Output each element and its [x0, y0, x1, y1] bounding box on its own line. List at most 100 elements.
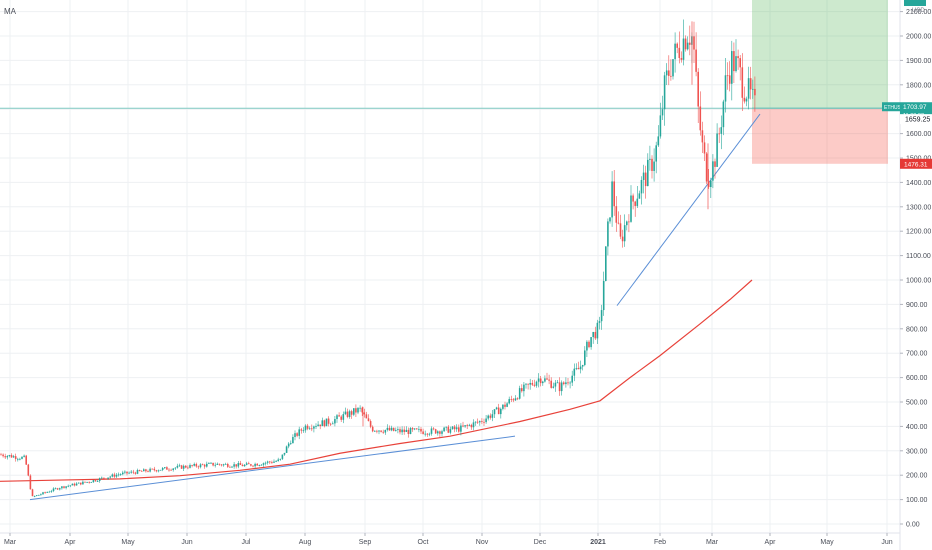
- candle-body: [647, 159, 649, 187]
- candle-body: [210, 462, 212, 464]
- candle-body: [302, 430, 305, 432]
- candle-body: [668, 70, 670, 76]
- candle-body: [298, 429, 300, 436]
- candle-body: [157, 470, 160, 472]
- candle-body: [275, 461, 277, 462]
- candle-body: [665, 70, 668, 76]
- candle-body: [0, 454, 2, 456]
- candle-body: [577, 367, 580, 370]
- trendlines[interactable]: [29, 113, 761, 501]
- candle-body: [443, 427, 445, 432]
- candle-body: [397, 429, 399, 430]
- candle-body: [342, 414, 345, 420]
- price-axis[interactable]: 0.00 100.00 200.00 300.00 400.00 500.00 600.00…: [899, 0, 931, 550]
- candle-body: [621, 236, 624, 242]
- candle-body: [388, 427, 391, 431]
- candle-body: [304, 425, 307, 431]
- candle-body: [231, 466, 233, 468]
- target-zone[interactable]: [752, 0, 888, 109]
- candle-body: [657, 136, 660, 146]
- candle-body: [245, 463, 248, 465]
- candle-body: [122, 472, 124, 475]
- candle-body: [229, 466, 231, 468]
- candle-body: [504, 404, 506, 407]
- candle-body: [672, 59, 674, 77]
- candle-body: [63, 486, 65, 488]
- x-tick-label: Feb: [654, 539, 666, 546]
- candle-body: [376, 430, 378, 432]
- candle-body: [239, 463, 242, 465]
- candle-body: [420, 428, 422, 432]
- candle-body: [682, 38, 685, 60]
- candle-body: [749, 78, 752, 90]
- candle-body: [560, 382, 563, 392]
- candle-body: [550, 380, 552, 388]
- candle-body: [340, 416, 342, 420]
- candle-body: [735, 56, 737, 72]
- candle-body: [416, 428, 418, 430]
- candle-body: [90, 482, 93, 483]
- x-tick-label: 2021: [590, 539, 606, 546]
- candle-body: [212, 462, 214, 466]
- y-tick-label: 1200.00: [906, 229, 931, 236]
- candle-body: [418, 428, 420, 430]
- candle-body: [323, 420, 326, 427]
- candle-body: [441, 431, 443, 434]
- candle-body: [516, 398, 519, 400]
- indicator-label[interactable]: MA: [4, 7, 17, 16]
- trendline[interactable]: [29, 435, 516, 501]
- candle-body: [353, 408, 355, 415]
- candle-body: [126, 471, 128, 474]
- candle-body: [107, 477, 109, 479]
- candle-body: [10, 455, 13, 458]
- candle-body: [35, 495, 38, 497]
- candle-body: [134, 472, 137, 474]
- candle-body: [243, 464, 246, 467]
- candle-body: [464, 425, 466, 427]
- candle-body: [235, 464, 237, 467]
- candle-body: [437, 431, 439, 434]
- candle-body: [455, 427, 458, 430]
- candle-body: [466, 425, 468, 426]
- position-zones[interactable]: [752, 0, 888, 164]
- candle-body: [84, 481, 86, 483]
- candle-body: [292, 436, 294, 444]
- candle-body: [716, 133, 718, 167]
- candle-body: [739, 58, 741, 68]
- candle-body: [348, 411, 351, 417]
- y-tick-label: 600.00: [906, 375, 928, 382]
- candle-body: [153, 468, 156, 471]
- candle-body: [403, 429, 405, 432]
- candle-body: [434, 429, 437, 434]
- candle-body: [315, 426, 317, 427]
- candle-body: [390, 427, 393, 431]
- candle-body: [327, 418, 330, 424]
- candle-body: [472, 422, 475, 428]
- candle-body: [552, 386, 555, 388]
- candle-body: [607, 221, 609, 247]
- candle-body: [579, 366, 582, 370]
- candle-body: [319, 424, 321, 427]
- candle-body: [449, 429, 452, 433]
- candle-body: [630, 195, 632, 222]
- candle-body: [178, 465, 181, 467]
- crosshair-tag: [900, 114, 932, 125]
- candle-body: [611, 181, 613, 218]
- candle-body: [287, 443, 290, 447]
- candle-body: [216, 463, 219, 465]
- trendline[interactable]: [616, 113, 761, 306]
- y-tick-label: 1100.00: [906, 253, 931, 260]
- candle-body: [111, 474, 114, 477]
- candle-body: [502, 404, 504, 409]
- candle-body: [460, 425, 462, 432]
- candle-body: [214, 464, 216, 466]
- time-axis[interactable]: Mar Apr May Jun Jul Aug Sep Oct Nov Dec 2021 Feb Mar…: [0, 532, 900, 546]
- candle-body: [380, 430, 382, 432]
- candle-body: [655, 145, 657, 162]
- candle-body: [479, 421, 481, 423]
- candle-body: [248, 463, 250, 465]
- stop-zone[interactable]: [752, 108, 888, 164]
- candle-body: [172, 468, 174, 471]
- candle-body: [726, 75, 729, 77]
